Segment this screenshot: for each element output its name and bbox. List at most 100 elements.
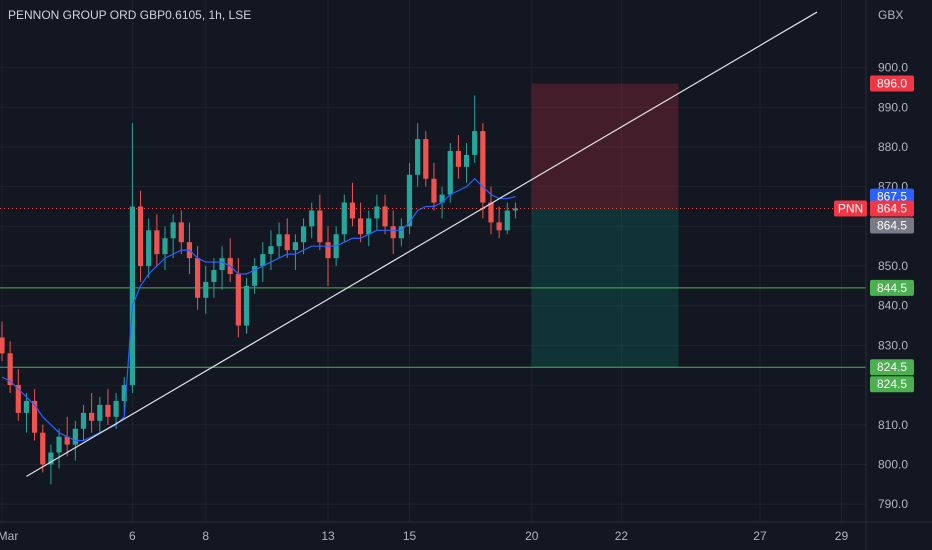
candle-body [211, 270, 217, 282]
candle [284, 218, 290, 259]
price-axis-label: 790.0 [878, 497, 908, 511]
candle-body [80, 412, 87, 429]
candle [243, 277, 250, 334]
price-tag-label: 844.5 [877, 281, 907, 295]
candle-body [137, 206, 144, 267]
candle [341, 194, 347, 243]
candle-body [292, 242, 298, 251]
candle [105, 389, 111, 425]
candle [162, 226, 168, 270]
currency-label: GBX [878, 8, 904, 22]
price-axis-label: 880.0 [878, 140, 908, 154]
candle-body [235, 273, 241, 326]
candle-body [170, 222, 176, 239]
time-axis-label: Mar [0, 529, 18, 543]
candle-body [366, 218, 372, 235]
candle-body [121, 385, 127, 401]
price-axis-label: 840.0 [878, 299, 908, 313]
price-tag: 864.5 PNN [834, 200, 914, 217]
trendline [26, 11, 818, 477]
candle-body [325, 242, 331, 259]
candle [97, 396, 103, 433]
candle-body [496, 222, 502, 231]
candle-body [447, 150, 453, 195]
candle [80, 404, 87, 441]
candle [113, 393, 119, 429]
price-tag-label: 824.5 [877, 377, 907, 391]
time-axis-label: 15 [403, 529, 417, 543]
candle-body [178, 222, 184, 243]
price-tag: 844.5 [870, 279, 914, 296]
candle-body [32, 400, 38, 433]
candle-body [415, 139, 421, 175]
candle-body [252, 266, 258, 286]
time-axis-label: 27 [753, 529, 767, 543]
price-tag: 896.0 [870, 75, 914, 92]
candle-body [309, 210, 315, 227]
candle-body [146, 230, 152, 267]
candle [431, 162, 437, 211]
candle-body [284, 234, 290, 251]
candle [170, 214, 176, 259]
candle [447, 143, 453, 203]
candle-body [154, 230, 160, 255]
price-tag-box [870, 279, 914, 296]
candle-body [89, 412, 95, 421]
candle-body [439, 194, 445, 203]
target-zone [531, 83, 679, 209]
candle [309, 202, 315, 239]
candle-body [129, 206, 135, 386]
candle [137, 190, 144, 282]
price-axis-label: 900.0 [878, 61, 908, 75]
candle-body [480, 131, 486, 203]
time-axis-label: 6 [129, 529, 136, 543]
candle-body [23, 400, 30, 413]
candle-body [431, 178, 437, 203]
candle-body [390, 226, 396, 239]
candle-body [512, 208, 519, 211]
candle-body [268, 246, 274, 255]
candle [203, 266, 209, 314]
candle-body [162, 238, 168, 255]
candle-body [341, 202, 347, 235]
price-tag-box [870, 359, 914, 376]
candle [7, 341, 13, 394]
time-axis-label: 8 [202, 529, 209, 543]
candle-body [40, 432, 46, 465]
price-tag-label: 824.5 [877, 360, 907, 374]
price-tag-label: 864.5 [877, 218, 907, 232]
candle [195, 246, 201, 310]
candle [292, 234, 298, 270]
candle-body [72, 428, 78, 445]
candle [325, 226, 331, 286]
chart-title: PENNON GROUP ORD GBP0.6105, 1h, LSE [8, 8, 252, 22]
candle-body [195, 258, 201, 298]
candle-body [113, 400, 119, 417]
price-tag: 824.5 [870, 376, 914, 393]
candle [178, 210, 184, 255]
candle [423, 131, 429, 187]
price-tag-box [870, 75, 914, 92]
candle-body [56, 436, 62, 453]
candle [0, 321, 5, 362]
candle-body [97, 404, 103, 421]
candle-body [105, 404, 111, 417]
candle [40, 424, 46, 473]
candle [496, 206, 502, 239]
candle-body [406, 174, 413, 227]
price-tag-box [870, 217, 914, 234]
time-axis-label: 22 [615, 529, 629, 543]
candle [146, 218, 152, 278]
time-axis-label: 20 [525, 529, 539, 543]
candle [154, 214, 160, 267]
candles [0, 95, 519, 485]
candle [268, 230, 274, 270]
candle [504, 202, 510, 235]
price-tag: 864.5 [870, 217, 914, 234]
candle-body [317, 210, 323, 243]
candle-body [463, 154, 470, 167]
price-tag-label: 867.5 [877, 190, 907, 204]
candle-body [455, 150, 461, 167]
candle [121, 377, 127, 413]
